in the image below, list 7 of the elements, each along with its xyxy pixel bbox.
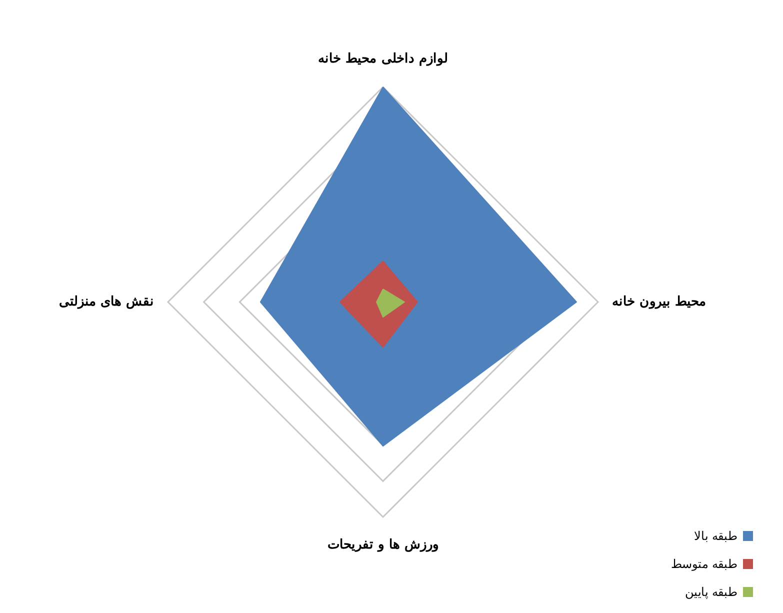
- spoke-label: ورزش ها و تفریحات: [328, 538, 438, 552]
- spoke-label: لوازم داخلی محیط خانه: [318, 52, 448, 66]
- spoke-label: نقش های منزلتی: [58, 294, 154, 310]
- legend-label: طبقه بالا: [694, 529, 738, 543]
- legend-label: طبقه متوسط: [671, 557, 738, 571]
- legend-label: طبقه پایین: [685, 585, 738, 599]
- spoke-label: محیط بیرون خانه: [612, 294, 706, 310]
